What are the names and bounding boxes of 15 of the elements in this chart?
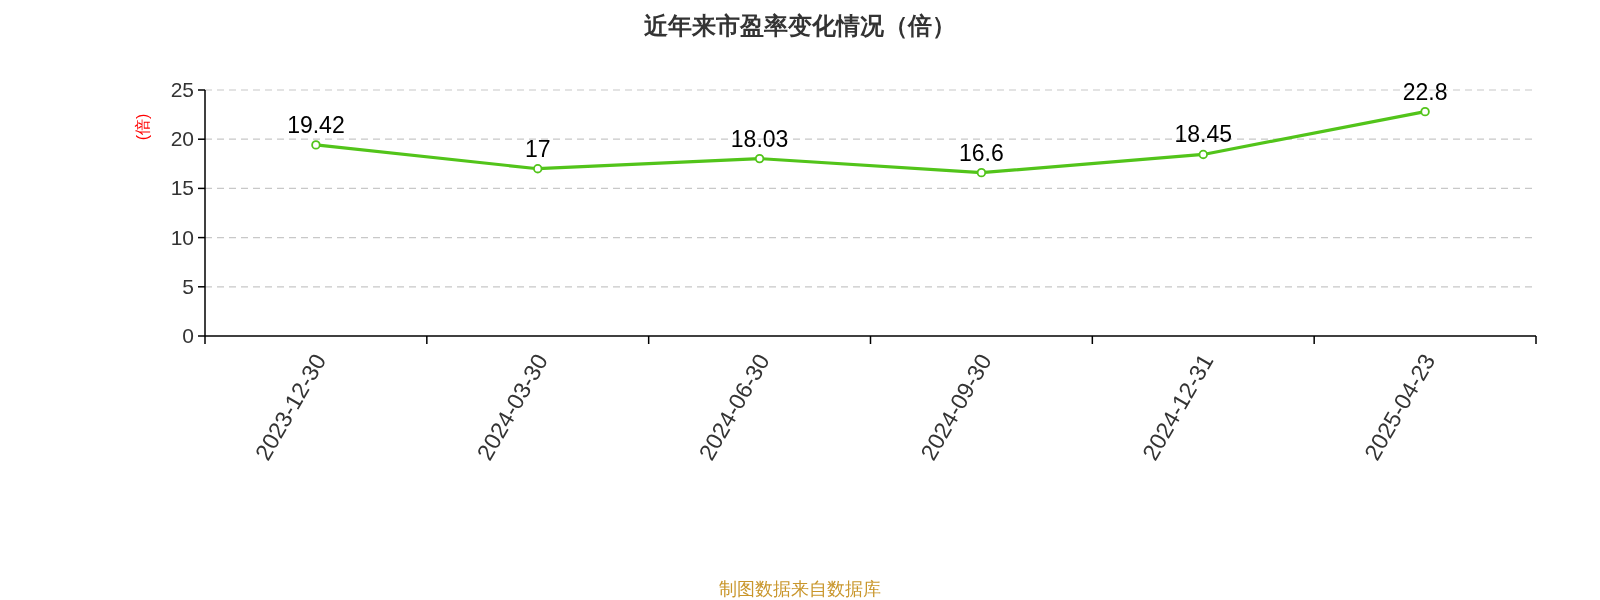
annotation: 制图数据来自数据库 (719, 579, 881, 599)
data-label: 18.45 (1174, 121, 1233, 148)
data-label: 16.6 (959, 139, 1004, 166)
y-tick-label: 20 (170, 127, 194, 151)
data-label: 18.03 (730, 125, 789, 152)
y-tick-label: 10 (170, 225, 194, 249)
data-label: 17 (524, 135, 551, 162)
data-label: 19.42 (287, 111, 345, 138)
title: 近年来市盈率变化情况（倍） (644, 12, 956, 39)
y-tick-label: 15 (170, 176, 194, 200)
y-tick-label: 5 (182, 274, 194, 298)
y-tick-label: 0 (182, 324, 194, 347)
y-axis-title: (倍) (134, 113, 151, 141)
y-tick-label: 25 (170, 78, 194, 101)
data-label: 22.8 (1402, 78, 1448, 105)
